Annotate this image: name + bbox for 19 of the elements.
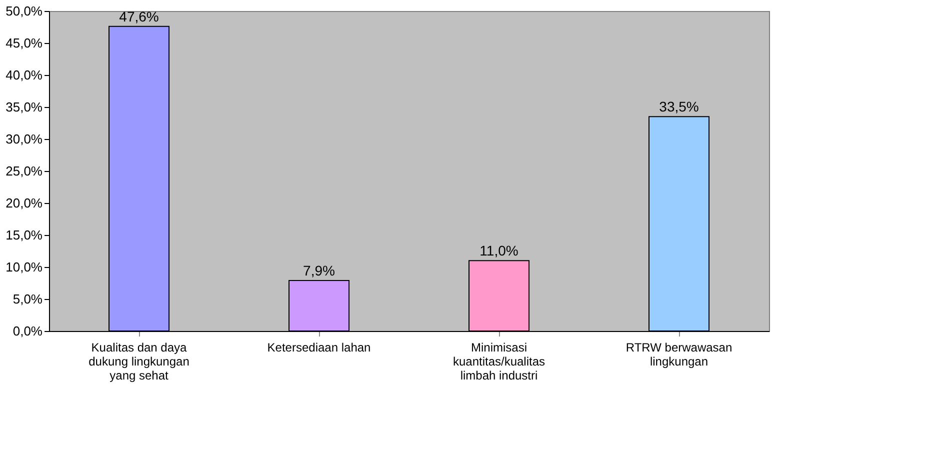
y-tick-label: 50,0% — [6, 4, 43, 18]
y-tick-label: 0,0% — [12, 324, 43, 338]
y-tick-label: 35,0% — [6, 100, 43, 114]
x-tick-label: RTRW berwawasan lingkungan — [626, 340, 732, 368]
y-tick-label: 25,0% — [6, 164, 43, 178]
data-label: 11,0% — [480, 242, 518, 259]
data-label: 7,9% — [303, 262, 335, 278]
x-tick-label: Minimisasi kuantitas/kualitas limbah industri — [452, 340, 546, 382]
y-tick-label: 40,0% — [6, 68, 43, 82]
x-tick-label: Ketersediaan lahan — [267, 340, 371, 354]
x-tick-label: Kualitas dan daya dukung lingkungan yang sehat — [88, 340, 190, 382]
y-tick-label: 10,0% — [6, 260, 43, 274]
data-label: 33,5% — [659, 98, 699, 115]
data-label: 47,6% — [119, 8, 159, 24]
y-tick-label: 20,0% — [6, 196, 43, 210]
y-tick-label: 45,0% — [6, 36, 43, 50]
y-tick-label: 15,0% — [6, 228, 43, 242]
y-tick-label: 30,0% — [6, 132, 43, 146]
y-tick-label: 5,0% — [12, 292, 43, 306]
